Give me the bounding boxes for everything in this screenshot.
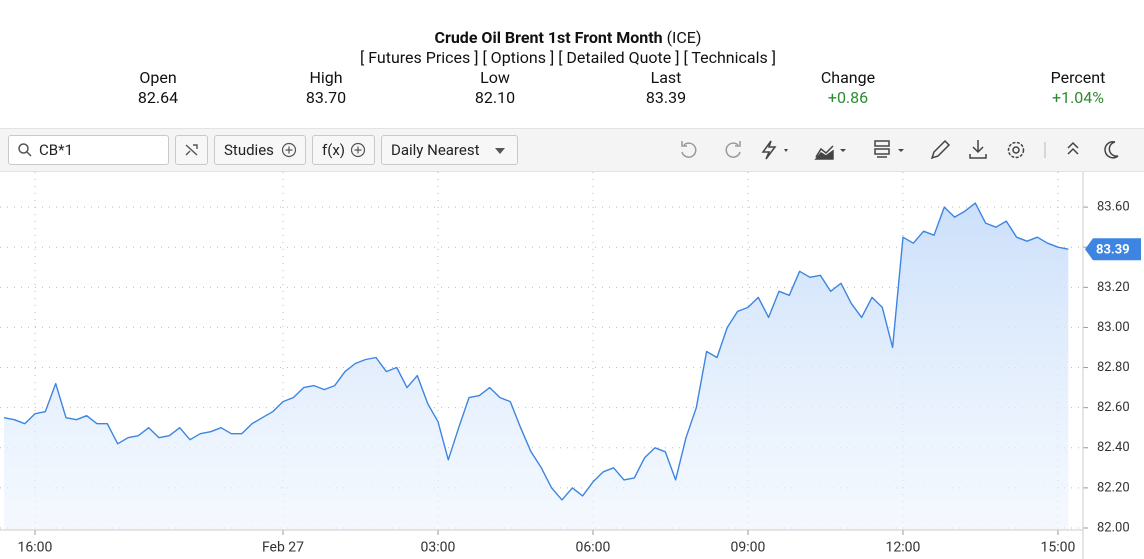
- toolbar: CB*1 Studies f(x) Daily Nearest: [0, 128, 1144, 172]
- stat-label: Last: [650, 68, 682, 87]
- search-icon: [18, 143, 32, 157]
- links: [ Futures Prices ] [ Options ] [ Detaile…: [0, 48, 1136, 67]
- last-price-tag: [1085, 238, 1141, 261]
- link[interactable]: [ Options ]: [482, 48, 555, 67]
- y-tick-label: 82.40: [1097, 440, 1130, 455]
- price-line: [3, 202, 1069, 501]
- stat-value: +0.86: [827, 88, 869, 107]
- stat-label: Change: [820, 68, 876, 87]
- quote-stat: High 83.70: [266, 68, 386, 108]
- y-tick-label: 83.60: [1097, 200, 1130, 215]
- stat-label: Low: [480, 68, 510, 87]
- quote-stat: Low 82.10: [435, 68, 555, 108]
- y-tick-label: 82.60: [1097, 400, 1130, 415]
- quote-stat: Open 82.64: [98, 68, 218, 108]
- chart-type-icon[interactable]: [815, 145, 834, 158]
- link[interactable]: [ Futures Prices ]: [360, 48, 479, 67]
- studies-label: Studies: [224, 141, 274, 159]
- stat-value: +1.04%: [1052, 88, 1104, 107]
- area: [4, 203, 1069, 530]
- x-tick-label: 16:00: [18, 540, 53, 556]
- layout-icon[interactable]: [874, 140, 890, 147]
- quote-stat: Change +0.86: [788, 68, 908, 108]
- compare-button[interactable]: [175, 135, 208, 165]
- download-icon[interactable]: [969, 140, 987, 159]
- stat-value: 83.39: [645, 88, 687, 107]
- period-select[interactable]: Daily Nearest: [381, 135, 518, 165]
- caret: [495, 148, 505, 154]
- studies-button[interactable]: Studies: [214, 135, 306, 165]
- plus-icon: [281, 142, 297, 158]
- quote-stat: Percent +1.04%: [1018, 68, 1138, 108]
- x-tick-label: 06:00: [576, 540, 611, 556]
- stat-label: Open: [139, 68, 177, 87]
- redo-icon[interactable]: [725, 141, 741, 158]
- link[interactable]: [ Technicals ]: [683, 48, 776, 67]
- undo-icon[interactable]: [681, 141, 697, 158]
- quote-stat: Last 83.39: [606, 68, 726, 108]
- x-tick-label: 03:00: [421, 540, 456, 556]
- y-tick-label: 82.20: [1097, 480, 1130, 495]
- stat-label: Percent: [1050, 68, 1106, 87]
- plot: 82.0082.2082.4082.6082.8083.0083.2083.40…: [0, 172, 1141, 559]
- symbol-input[interactable]: CB*1: [8, 135, 169, 165]
- x-tick-label: 12:00: [886, 540, 921, 556]
- last-price-label: 83.39: [1096, 243, 1130, 258]
- exchange: (ICE): [666, 28, 702, 47]
- y-tick-label: 83.00: [1097, 320, 1130, 335]
- toolbar-icons: [681, 139, 1119, 160]
- plus-icon: [350, 142, 366, 158]
- header-title: Crude Oil Brent 1st Front Month (ICE): [0, 28, 1136, 47]
- collapse-icon[interactable]: [1067, 141, 1079, 155]
- shuffle-icon: [185, 144, 198, 156]
- fx-label: f(x): [322, 141, 346, 159]
- y-tick-label: 82.00: [1097, 520, 1130, 535]
- period-label: Daily Nearest: [391, 141, 480, 159]
- x-tick-label: 15:00: [1041, 540, 1076, 556]
- title: Crude Oil Brent 1st Front Month: [434, 28, 663, 47]
- x-tick-label: Feb 27: [262, 540, 304, 556]
- theme-icon[interactable]: [1104, 141, 1119, 159]
- stat-value: 82.10: [474, 88, 516, 107]
- symbol-text: CB*1: [39, 141, 73, 159]
- flash-icon[interactable]: [761, 140, 777, 160]
- fx-button[interactable]: f(x): [312, 135, 375, 165]
- stat-value: 83.70: [305, 88, 347, 107]
- link[interactable]: [ Detailed Quote ]: [558, 48, 680, 67]
- settings-icon[interactable]: [1012, 146, 1020, 154]
- x-tick-label: 09:00: [731, 540, 766, 556]
- y-tick-label: 82.80: [1097, 360, 1130, 375]
- y-tick-label: 83.20: [1097, 280, 1130, 295]
- draw-icon[interactable]: [930, 139, 951, 160]
- stat-value: 82.64: [137, 88, 179, 107]
- stat-label: High: [309, 68, 343, 87]
- chart: 82.0082.2082.4082.6082.8083.0083.2083.40…: [0, 172, 1141, 559]
